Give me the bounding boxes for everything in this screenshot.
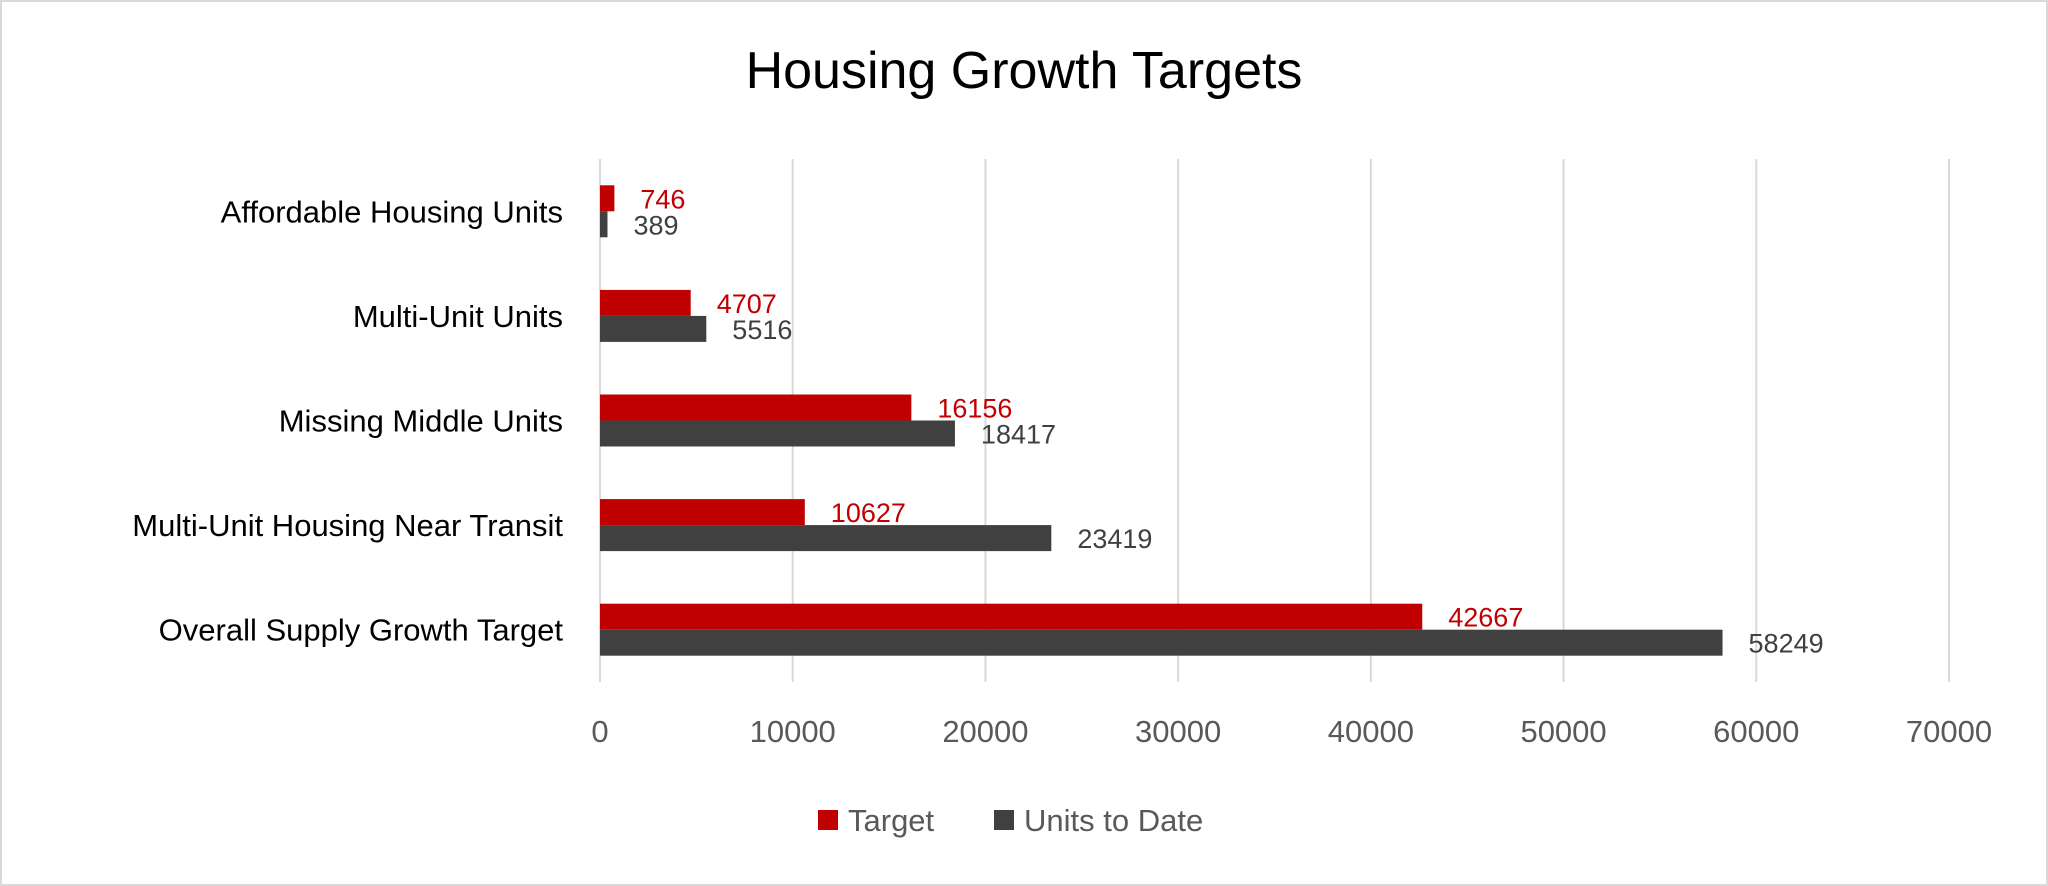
x-tick-label: 0 bbox=[591, 714, 608, 749]
data-label: 18417 bbox=[981, 420, 1056, 450]
chart-title: Housing Growth Targets bbox=[746, 42, 1303, 100]
category-label: Multi-Unit Units bbox=[353, 299, 563, 334]
category-label: Missing Middle Units bbox=[279, 404, 563, 439]
bar-units-to-date bbox=[600, 420, 955, 447]
x-tick-label: 20000 bbox=[942, 714, 1028, 749]
data-label: 16156 bbox=[937, 394, 1012, 424]
x-tick-label: 30000 bbox=[1135, 714, 1221, 749]
bar-target bbox=[600, 185, 615, 212]
legend-swatch bbox=[994, 810, 1014, 830]
bar-target bbox=[600, 499, 805, 526]
bar-target bbox=[600, 289, 691, 316]
bar-units-to-date bbox=[600, 211, 608, 238]
legend-swatch bbox=[818, 810, 838, 830]
x-tick-label: 50000 bbox=[1520, 714, 1606, 749]
data-label: 10627 bbox=[831, 498, 906, 528]
x-tick-label: 70000 bbox=[1906, 714, 1992, 749]
category-label: Affordable Housing Units bbox=[221, 194, 563, 229]
data-label: 746 bbox=[640, 184, 685, 214]
data-label: 58249 bbox=[1749, 629, 1824, 659]
bar-target bbox=[600, 394, 912, 421]
data-label: 4707 bbox=[717, 289, 777, 319]
legend-label: Target bbox=[848, 803, 935, 838]
data-label: 42667 bbox=[1448, 603, 1523, 633]
data-label: 389 bbox=[633, 210, 678, 240]
x-tick-label: 40000 bbox=[1328, 714, 1414, 749]
x-tick-label: 60000 bbox=[1713, 714, 1799, 749]
x-tick-label: 10000 bbox=[750, 714, 836, 749]
data-label: 23419 bbox=[1077, 524, 1152, 554]
category-label: Overall Supply Growth Target bbox=[159, 613, 564, 648]
legend-label: Units to Date bbox=[1024, 803, 1203, 838]
bar-units-to-date bbox=[600, 629, 1723, 656]
data-label: 5516 bbox=[732, 315, 792, 345]
category-label: Multi-Unit Housing Near Transit bbox=[132, 508, 563, 543]
bar-units-to-date bbox=[600, 525, 1052, 552]
bar-units-to-date bbox=[600, 315, 707, 342]
bar-target bbox=[600, 603, 1423, 630]
